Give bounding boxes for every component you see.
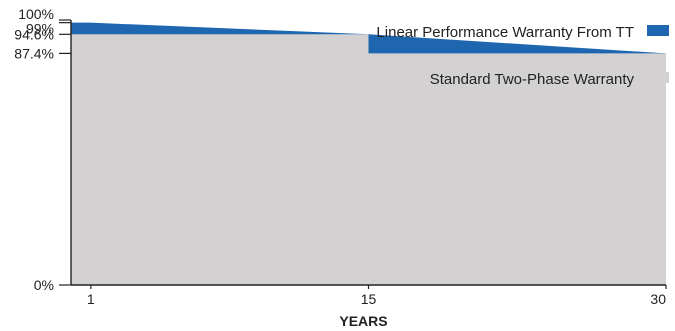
legend-swatch [647, 25, 669, 36]
legend-label: Standard Two-Phase Warranty [430, 71, 635, 88]
legend-swatch [647, 72, 669, 83]
y-tick-label: 99% [26, 21, 54, 37]
y-tick-label: 94.6% [14, 26, 54, 42]
y-tick-label: 0% [34, 277, 54, 293]
legend-label: Linear Performance Warranty From TT [376, 24, 634, 41]
plot-area [71, 22, 666, 286]
y-tick-label: 87.4% [14, 45, 54, 61]
axes: 0% 87.4% 94.6%99%100% 1 15 30 [14, 6, 667, 307]
x-tick-label: 1 [87, 291, 95, 307]
series-area-standard-two-phase-warranty [71, 34, 666, 286]
legend: Linear Performance Warranty From TT Stand… [376, 24, 669, 88]
y-tick-label: 100% [18, 6, 54, 22]
x-axis-title: YEARS [339, 313, 387, 329]
x-tick-label: 30 [650, 291, 666, 307]
x-tick-label: 15 [361, 291, 377, 307]
